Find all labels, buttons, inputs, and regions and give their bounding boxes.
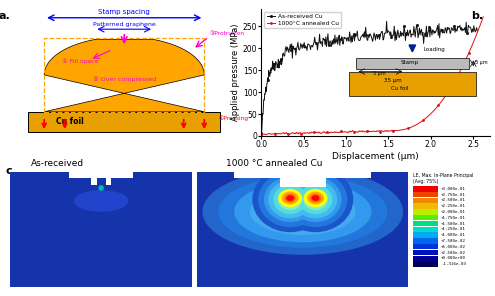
Text: c.: c. <box>5 166 16 176</box>
Text: ⑤ Over compressed: ⑤ Over compressed <box>93 76 156 81</box>
Y-axis label: Applied pressure (MPa): Applied pressure (MPa) <box>231 24 240 121</box>
Text: Cu foil: Cu foil <box>55 117 83 126</box>
X-axis label: Displacement (μm): Displacement (μm) <box>332 152 419 161</box>
Text: Patterned graphene: Patterned graphene <box>93 22 155 27</box>
1000°C annealed Cu <box>480 15 486 19</box>
Text: ② Fill space: ② Fill space <box>62 58 99 64</box>
Text: 1000 °C annealed Cu: 1000 °C annealed Cu <box>226 159 322 168</box>
As-received Cu <box>433 31 439 34</box>
Text: As-received: As-received <box>31 159 85 168</box>
1000°C annealed Cu <box>290 131 296 134</box>
1000°C annealed Cu <box>438 101 444 104</box>
1000°C annealed Cu <box>412 123 418 127</box>
Polygon shape <box>44 39 204 112</box>
As-received Cu <box>381 37 387 40</box>
Line: 1000°C annealed Cu: 1000°C annealed Cu <box>261 16 484 135</box>
1000°C annealed Cu <box>368 130 374 133</box>
As-received Cu <box>428 26 434 29</box>
As-received Cu <box>258 131 264 135</box>
As-received Cu <box>280 51 286 55</box>
Bar <box>28 112 220 132</box>
Text: Stamp spacing: Stamp spacing <box>99 9 150 15</box>
Line: As-received Cu: As-received Cu <box>261 21 478 133</box>
Text: b.: b. <box>471 12 483 21</box>
Text: ③Protrusion: ③Protrusion <box>210 30 245 36</box>
1000°C annealed Cu <box>409 125 415 128</box>
As-received Cu <box>445 26 450 29</box>
1000°C annealed Cu <box>258 133 264 136</box>
As-received Cu <box>276 66 282 70</box>
As-received Cu <box>474 29 480 33</box>
As-received Cu <box>384 20 390 23</box>
1000°C annealed Cu <box>262 133 268 136</box>
Text: a.: a. <box>0 12 10 21</box>
Text: ①Pressing: ①Pressing <box>219 115 249 121</box>
Legend: As-received Cu, 1000°C annealed Cu: As-received Cu, 1000°C annealed Cu <box>264 12 341 28</box>
1000°C annealed Cu <box>451 80 457 83</box>
